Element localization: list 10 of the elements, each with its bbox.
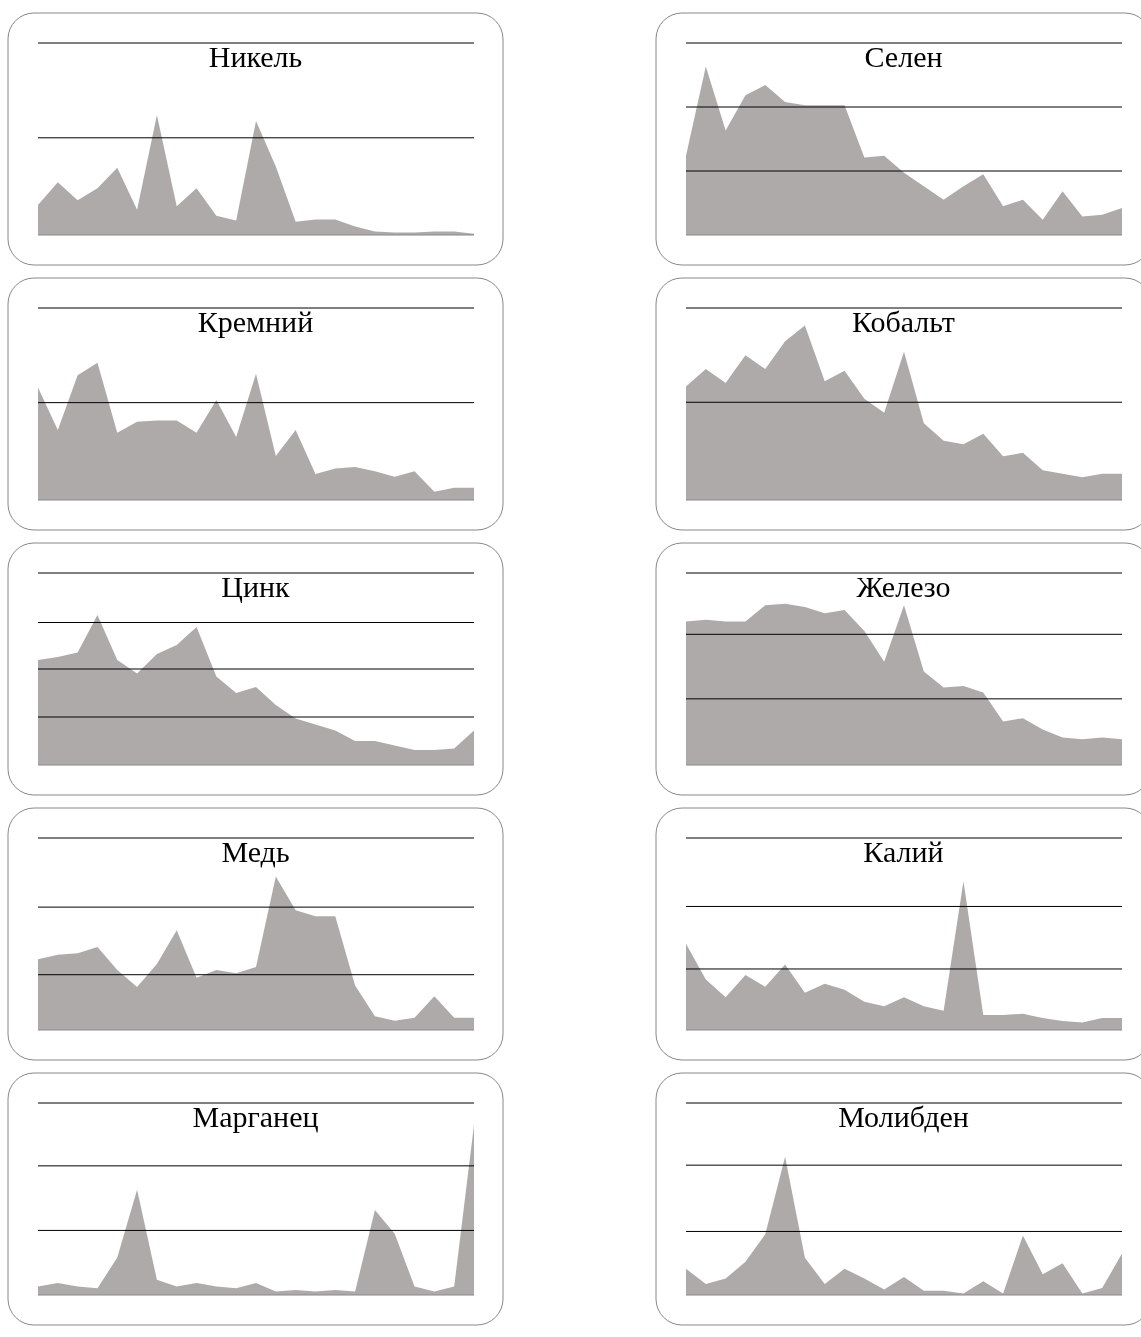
chart-title: Никель (208, 40, 303, 73)
chart-title: Кобальт (852, 305, 955, 338)
chart-title: Кремний (197, 305, 314, 338)
chart-title: Молибден (838, 1100, 969, 1133)
chart-title: Калий (863, 835, 944, 868)
chart-title: Медь (221, 835, 290, 868)
chart-title: Цинк (221, 570, 291, 603)
chart-title: Железо (856, 570, 951, 603)
chart-title: Селен (864, 40, 943, 73)
chart-title: Марганец (192, 1100, 319, 1133)
